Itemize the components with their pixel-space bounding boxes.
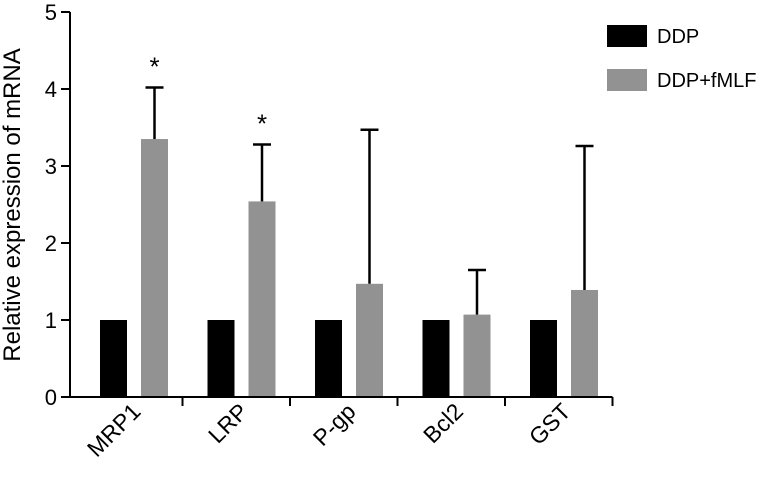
significance-star-lrp: * bbox=[257, 108, 267, 138]
y-tick-label: 1 bbox=[45, 308, 57, 333]
x-label-lrp: LRP bbox=[203, 398, 253, 448]
y-tick-label: 3 bbox=[45, 154, 57, 179]
legend-label-ddp-fmlf: DDP+fMLF bbox=[657, 70, 756, 92]
bars-group: ** bbox=[100, 51, 598, 398]
x-axis: MRP1 LRP P-gp Bcl2 GST bbox=[69, 396, 614, 462]
y-axis-title: Relative expression of mRNA bbox=[0, 48, 26, 361]
bar-ddp-fmlf-gst bbox=[571, 289, 598, 397]
bar-ddp-bcl2 bbox=[422, 320, 450, 397]
bar-ddp-lrp bbox=[207, 320, 235, 397]
significance-star-mrp1: * bbox=[149, 51, 159, 81]
legend-swatch-ddp bbox=[607, 25, 647, 47]
bar-ddp-mrp1 bbox=[100, 320, 127, 397]
y-tick-label: 5 bbox=[45, 0, 57, 25]
legend-swatch-ddp-fmlf bbox=[607, 69, 647, 91]
y-axis: 0 1 2 3 4 5 bbox=[45, 0, 71, 410]
legend-label-ddp: DDP bbox=[657, 26, 699, 48]
x-label-p-gp: P-gp bbox=[308, 398, 361, 451]
bar-ddp-p-gp bbox=[315, 320, 342, 397]
y-tick-label: 0 bbox=[45, 385, 57, 410]
bar-ddp-fmlf-mrp1 bbox=[141, 139, 168, 398]
bar-ddp-fmlf-p-gp bbox=[356, 283, 383, 397]
x-label-bcl2: Bcl2 bbox=[418, 398, 468, 448]
x-label-mrp1: MRP1 bbox=[82, 398, 146, 462]
y-tick-label: 2 bbox=[45, 231, 57, 256]
x-label-gst: GST bbox=[524, 398, 576, 450]
y-tick-label: 4 bbox=[45, 77, 57, 102]
bar-ddp-gst bbox=[530, 320, 557, 397]
bar-ddp-fmlf-lrp bbox=[248, 201, 276, 397]
bar-ddp-fmlf-bcl2 bbox=[463, 314, 491, 397]
legend: DDP DDP+fMLF bbox=[607, 25, 756, 92]
